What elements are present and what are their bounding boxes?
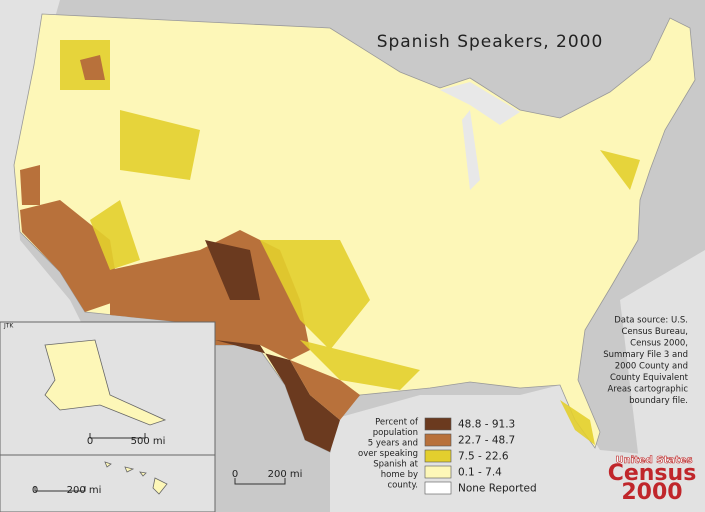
legend-label: 7.5 - 22.6 bbox=[458, 451, 509, 463]
source-line: Summary File 3 and bbox=[603, 350, 688, 360]
legend-title: population bbox=[373, 428, 418, 438]
great-lakes bbox=[440, 82, 520, 190]
pacific bbox=[0, 0, 85, 330]
title: Spanish Speakers, 2000 bbox=[377, 32, 604, 52]
legend-swatch bbox=[424, 433, 452, 447]
hawaii bbox=[104, 461, 168, 495]
logo-middle: Census bbox=[608, 461, 697, 486]
source-line: Data source: U.S. bbox=[614, 316, 688, 326]
legend-title: Percent of bbox=[375, 418, 419, 428]
gulf bbox=[330, 385, 705, 512]
legend-label: 22.7 - 48.7 bbox=[458, 435, 515, 447]
source-line: 2000 County and bbox=[615, 362, 688, 372]
scale-label: 500 mi bbox=[131, 436, 166, 447]
legend-title: Spanish at bbox=[373, 460, 418, 470]
region bbox=[290, 360, 360, 420]
legend-swatch bbox=[424, 449, 452, 463]
region bbox=[205, 240, 260, 300]
scale-label: 200 mi bbox=[67, 485, 102, 496]
legend-swatch bbox=[424, 417, 452, 431]
logo-top: United States bbox=[615, 455, 692, 466]
legend-swatch bbox=[424, 465, 452, 479]
scale-label: 0 bbox=[87, 436, 93, 447]
legend-label: None Reported bbox=[458, 483, 537, 495]
scale-bar bbox=[89, 433, 146, 439]
scale-bar bbox=[234, 478, 286, 485]
alaska bbox=[44, 339, 167, 426]
legend-title: county. bbox=[387, 481, 418, 491]
source-line: Census Bureau, bbox=[621, 327, 688, 337]
data-source: Data source: U.S.Census Bureau, Census 20… bbox=[603, 316, 688, 407]
source-line: Areas cartographic bbox=[607, 385, 688, 395]
scale-label: 200 mi bbox=[268, 469, 303, 480]
legend-title: over speaking bbox=[358, 449, 418, 459]
scale-label: 0 bbox=[32, 485, 38, 496]
logo-bottom: 2000 bbox=[621, 480, 682, 505]
scale-bar bbox=[34, 486, 86, 492]
legend-label: 48.8 - 91.3 bbox=[458, 419, 515, 431]
region bbox=[20, 55, 105, 205]
source-line: County Equivalent bbox=[610, 373, 689, 383]
credit: JTK bbox=[3, 323, 14, 330]
legend-swatch bbox=[424, 481, 452, 495]
source-line: boundary file. bbox=[629, 396, 688, 406]
legend-title: home by bbox=[381, 470, 418, 480]
source-line: Census 2000, bbox=[630, 339, 688, 349]
atlantic bbox=[620, 250, 705, 512]
region bbox=[215, 340, 340, 452]
hawaii-inset bbox=[0, 454, 216, 512]
scale-label: 0 bbox=[232, 469, 238, 480]
region bbox=[60, 40, 640, 445]
legend-label: 0.1 - 7.4 bbox=[458, 467, 502, 479]
region bbox=[110, 230, 310, 360]
legend-title: 5 years and bbox=[368, 439, 418, 449]
